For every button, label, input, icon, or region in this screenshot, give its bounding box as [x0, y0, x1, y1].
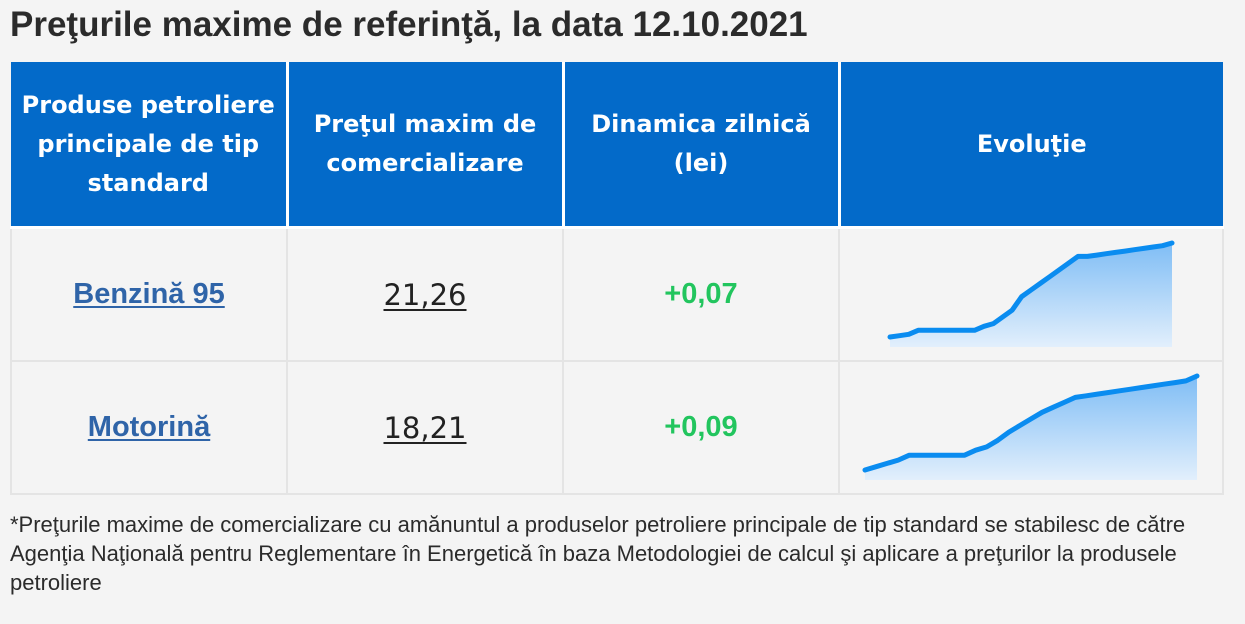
product-link-motorina[interactable]: Motorină	[87, 411, 211, 443]
evolution-cell	[838, 360, 1224, 495]
sparkline-area	[890, 242, 1172, 347]
price-value: 21,26	[383, 277, 467, 312]
price-value: 18,21	[383, 410, 467, 445]
product-cell: Motorină	[10, 360, 288, 495]
sparkline-benzina-95	[887, 240, 1175, 347]
header-product: Produse petroliere principale de tip sta…	[11, 62, 289, 229]
sparkline-line	[862, 373, 1200, 472]
page-title: Preţurile maxime de referinţă, la data 1…	[10, 5, 808, 44]
change-cell: +0,07	[562, 226, 840, 362]
footnote: *Preţurile maxime de comercializare cu a…	[10, 512, 1186, 595]
header-price: Preţul maxim de comercializare	[285, 62, 565, 229]
daily-change-value: +0,07	[664, 278, 738, 310]
evolution-cell	[838, 226, 1224, 362]
product-link-benzina-95[interactable]: Benzină 95	[73, 278, 225, 310]
change-cell: +0,09	[562, 360, 840, 495]
price-cell: 21,26	[286, 226, 564, 362]
daily-change-value: +0,09	[664, 411, 738, 443]
header-daily-change: Dinamica zilnică (lei)	[561, 62, 841, 229]
prices-table: Produse petroliere principale de tip sta…	[10, 62, 1224, 495]
header-evolution: Evoluţie	[837, 62, 1223, 229]
sparkline-area	[865, 375, 1197, 480]
sparkline-motorina	[862, 373, 1200, 480]
price-cell: 18,21	[286, 360, 564, 495]
table-header-row: Produse petroliere principale de tip sta…	[11, 62, 1223, 229]
table-row-benzina: Benzină 95 21,26 +0,07	[10, 226, 1224, 362]
sparkline-line	[887, 240, 1175, 339]
table-row-motorina: Motorină 18,21 +0,09	[10, 360, 1224, 495]
product-cell: Benzină 95	[10, 226, 288, 362]
